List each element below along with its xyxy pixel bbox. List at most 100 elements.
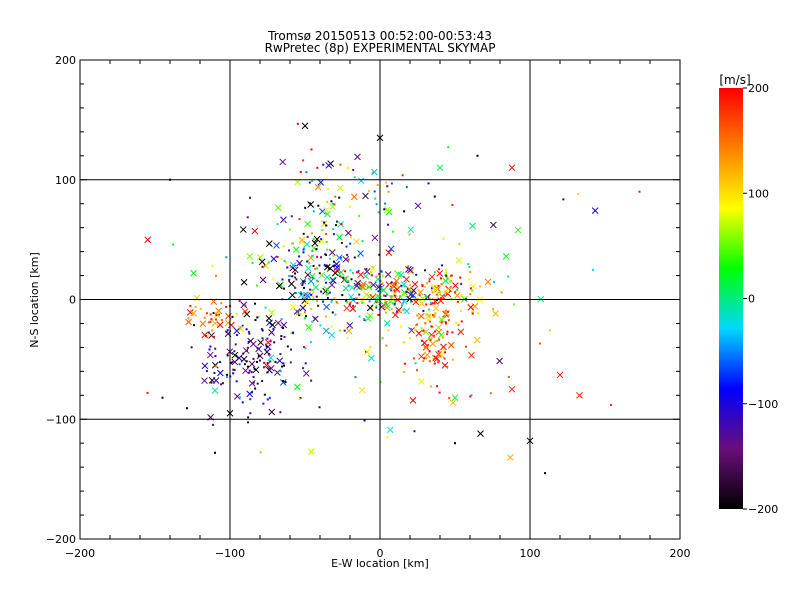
data-point-dot bbox=[209, 320, 212, 323]
data-point-cross bbox=[358, 282, 366, 290]
data-point-cross bbox=[325, 162, 333, 169]
data-point-dot bbox=[428, 360, 431, 363]
data-point-dot bbox=[279, 411, 282, 414]
data-point-dot bbox=[291, 275, 294, 278]
data-point-dot bbox=[346, 337, 349, 340]
data-point-cross bbox=[288, 280, 295, 288]
data-point-dot bbox=[282, 380, 285, 383]
data-point-dot bbox=[592, 268, 595, 271]
data-point-dot bbox=[226, 354, 229, 357]
data-point-dot bbox=[455, 321, 458, 324]
data-point-cross bbox=[270, 255, 278, 263]
data-point-cross bbox=[363, 268, 371, 275]
data-point-dot bbox=[358, 315, 361, 318]
data-point-dot bbox=[444, 268, 447, 271]
data-point-dot bbox=[399, 295, 402, 298]
data-point-dot bbox=[332, 260, 335, 263]
data-point-cross bbox=[211, 361, 219, 369]
data-point-dot bbox=[258, 359, 261, 362]
data-point-dot bbox=[264, 306, 267, 309]
data-point-dot bbox=[207, 331, 210, 334]
data-point-dot bbox=[394, 299, 397, 302]
data-point-dot bbox=[394, 270, 397, 273]
data-point-dot bbox=[332, 264, 335, 267]
data-point-dot bbox=[421, 284, 424, 287]
data-point-dot bbox=[437, 350, 440, 353]
data-point-dot bbox=[302, 345, 305, 348]
data-point-cross bbox=[303, 240, 311, 248]
data-point-dot bbox=[211, 264, 214, 267]
data-point-dot bbox=[311, 250, 314, 253]
data-point-dot bbox=[365, 350, 368, 353]
data-point-dot bbox=[375, 304, 378, 307]
data-point-cross bbox=[225, 312, 232, 320]
data-point-dot bbox=[311, 180, 314, 183]
data-point-cross bbox=[297, 291, 305, 299]
data-point-dot bbox=[349, 269, 352, 272]
data-point-dot bbox=[310, 379, 313, 382]
data-point-cross bbox=[201, 331, 209, 339]
data-point-dot bbox=[444, 315, 447, 318]
data-point-dot bbox=[269, 340, 272, 343]
data-point-dot bbox=[238, 363, 241, 366]
data-point-dot bbox=[326, 187, 329, 190]
data-point-dot bbox=[432, 358, 435, 361]
data-point-cross bbox=[268, 408, 276, 416]
data-point-cross bbox=[514, 226, 522, 234]
data-point-cross bbox=[421, 339, 428, 347]
data-point-cross bbox=[289, 303, 297, 311]
data-point-dot bbox=[254, 319, 257, 322]
data-point-cross bbox=[231, 358, 239, 366]
data-point-cross bbox=[436, 270, 444, 277]
data-point-cross bbox=[323, 206, 330, 214]
data-point-dot bbox=[444, 321, 447, 324]
data-point-dot bbox=[375, 275, 378, 278]
data-point-cross bbox=[354, 153, 361, 161]
data-point-cross bbox=[309, 272, 316, 280]
data-point-cross bbox=[276, 357, 284, 365]
data-point-cross bbox=[239, 226, 247, 233]
data-point-dot bbox=[345, 245, 348, 248]
data-point-dot bbox=[283, 335, 286, 338]
data-point-dot bbox=[261, 380, 264, 383]
colorbar-scale bbox=[719, 88, 743, 509]
x-tick-label: 100 bbox=[520, 547, 541, 560]
axis-ticks bbox=[79, 59, 681, 540]
data-point-cross bbox=[424, 313, 432, 321]
data-point-dot bbox=[211, 329, 214, 332]
data-point-dot bbox=[436, 339, 439, 342]
data-point-dot bbox=[311, 320, 314, 323]
data-point-dot bbox=[308, 262, 311, 265]
data-point-dot bbox=[435, 299, 438, 302]
data-point-cross bbox=[241, 308, 249, 315]
data-point-dot bbox=[243, 363, 246, 366]
data-point-dot bbox=[378, 253, 381, 256]
data-point-dot bbox=[280, 338, 283, 341]
data-point-cross bbox=[314, 183, 322, 191]
data-point-dot bbox=[348, 205, 351, 208]
data-point-dot bbox=[248, 332, 251, 335]
data-point-dot bbox=[386, 185, 389, 188]
data-point-dot bbox=[318, 264, 321, 267]
data-point-dot bbox=[268, 367, 271, 370]
data-point-dot bbox=[431, 314, 434, 317]
data-point-cross bbox=[455, 257, 463, 264]
data-point-dot bbox=[214, 451, 216, 454]
data-point-cross bbox=[408, 327, 415, 334]
data-point-dot bbox=[311, 255, 314, 258]
x-tick-label: −100 bbox=[215, 547, 245, 560]
data-point-cross bbox=[267, 364, 275, 372]
data-point-dot bbox=[451, 331, 454, 334]
data-point-dot bbox=[208, 348, 211, 351]
data-point-cross bbox=[409, 291, 417, 299]
data-point-dot bbox=[298, 255, 301, 258]
data-point-dot bbox=[400, 325, 403, 328]
data-point-dot bbox=[409, 327, 412, 330]
data-point-cross bbox=[328, 249, 336, 256]
data-point-cross bbox=[248, 360, 256, 368]
data-point-cross bbox=[193, 294, 201, 302]
data-point-dot bbox=[322, 300, 325, 303]
data-point-cross bbox=[255, 345, 262, 353]
data-point-dot bbox=[294, 292, 297, 295]
data-point-dot bbox=[384, 301, 387, 304]
